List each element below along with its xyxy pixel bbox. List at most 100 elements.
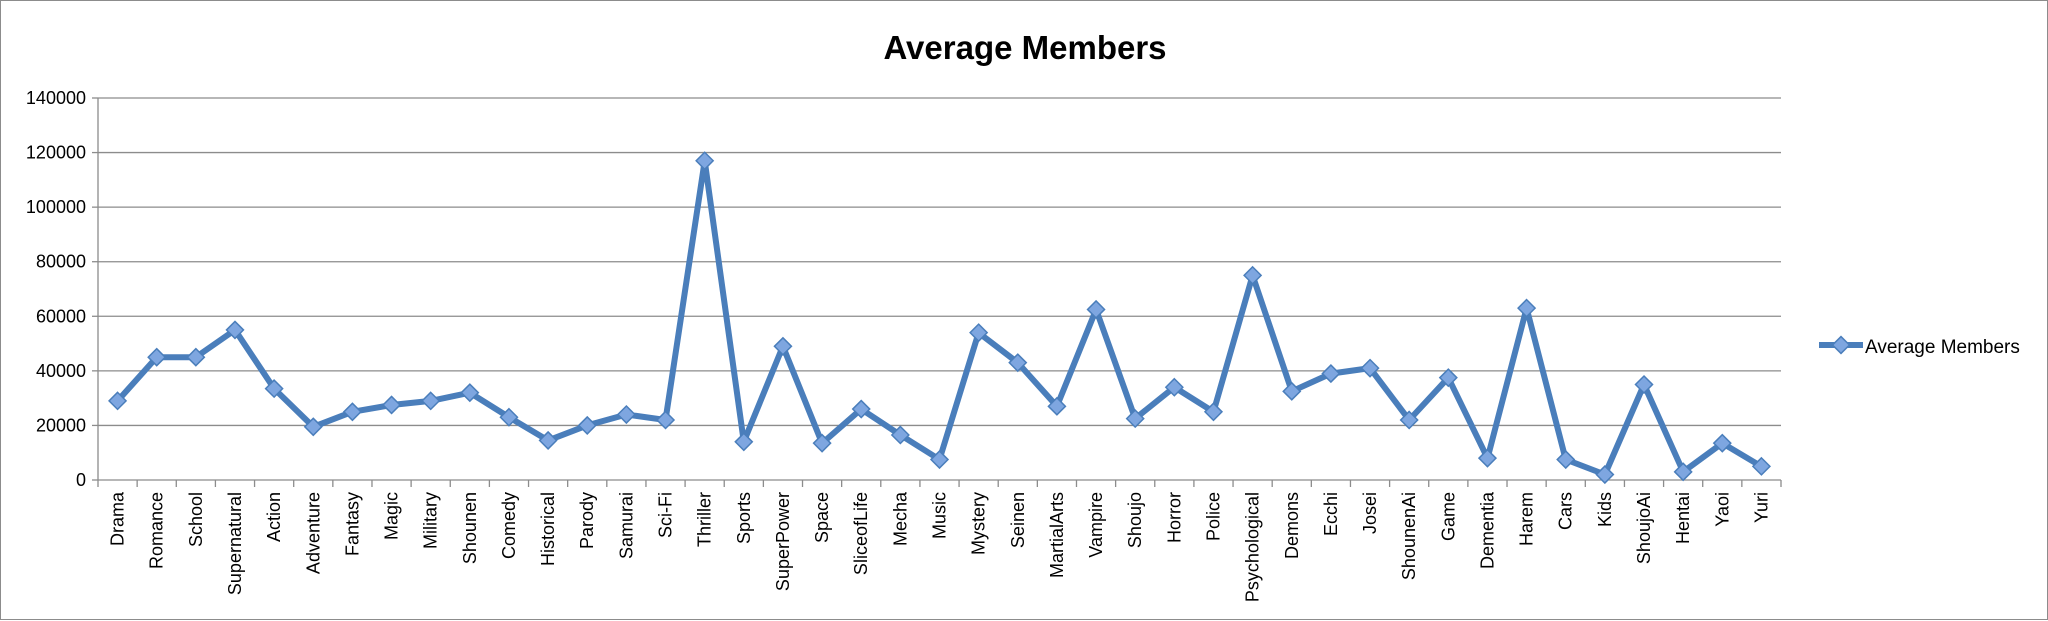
- data-point: [1164, 377, 1184, 397]
- x-tick-label: Adventure: [303, 492, 323, 574]
- data-point: [1282, 381, 1302, 401]
- y-tick-label: 80000: [36, 252, 86, 272]
- x-tick-label: MartialArts: [1047, 492, 1067, 578]
- x-tick-label: Vampire: [1086, 492, 1106, 558]
- data-point: [734, 432, 754, 452]
- x-tick-label: Kids: [1595, 492, 1615, 527]
- data-point: [1673, 462, 1693, 482]
- x-tick-label: Seinen: [1008, 492, 1028, 548]
- x-tick-label: Space: [812, 492, 832, 543]
- data-point: [1712, 433, 1732, 453]
- x-tick-label: Parody: [577, 492, 597, 549]
- legend: Average Members: [1819, 335, 2020, 358]
- x-tick-label: Supernatural: [225, 492, 245, 595]
- x-tick-label: Fantasy: [342, 492, 362, 556]
- x-tick-label: Thriller: [695, 492, 715, 547]
- data-point: [1243, 265, 1263, 285]
- x-tick-label: Music: [930, 492, 950, 539]
- x-tick-label: Ecchi: [1321, 492, 1341, 536]
- data-point: [186, 347, 206, 367]
- data-point: [499, 407, 519, 427]
- x-tick-label: Samurai: [616, 492, 636, 559]
- data-point: [1477, 448, 1498, 468]
- x-tick-label: Hentai: [1673, 492, 1693, 544]
- data-point: [108, 391, 128, 411]
- x-tick-label: Magic: [382, 492, 402, 540]
- series-line: [115, 157, 1763, 478]
- data-point: [538, 430, 558, 450]
- x-tick-label: Action: [264, 492, 284, 542]
- y-tick-label: 140000: [26, 88, 86, 108]
- legend-label: Average Members: [1865, 337, 2020, 358]
- data-point: [695, 151, 715, 171]
- legend-marker: [1831, 335, 1851, 355]
- data-point: [1595, 464, 1615, 485]
- data-point: [1008, 353, 1028, 373]
- data-point: [1360, 358, 1380, 378]
- data-point: [1047, 396, 1067, 416]
- x-tick-label: Cars: [1556, 492, 1576, 530]
- x-tick-label: ShoujoAi: [1634, 492, 1654, 564]
- x-tick-label: Dementia: [1477, 491, 1497, 569]
- data-point: [851, 399, 871, 419]
- data-point: [1751, 456, 1771, 476]
- x-tick-label: Shoujo: [1125, 492, 1145, 548]
- x-tick-label: SuperPower: [773, 492, 793, 591]
- x-tick-label: Josei: [1360, 492, 1380, 534]
- y-tick-label: 0: [76, 470, 86, 490]
- data-point: [1634, 374, 1654, 395]
- x-tick-label: Comedy: [499, 492, 519, 559]
- x-tick-label: Harem: [1517, 492, 1537, 546]
- y-tick-label: 120000: [26, 143, 86, 163]
- x-tick-label: Horror: [1164, 492, 1184, 543]
- x-tick-label: Shounen: [460, 492, 480, 564]
- x-axis: Drama Romance School Supernatural Action Adve…: [97, 479, 1782, 602]
- data-point: [1556, 449, 1576, 470]
- x-tick-label: Yaoi: [1712, 492, 1732, 527]
- y-tick-label: 60000: [36, 306, 86, 326]
- data-point: [890, 425, 910, 445]
- series-group: [108, 151, 1771, 485]
- x-tick-label: Yuri: [1751, 492, 1771, 523]
- x-tick-label: School: [186, 492, 206, 547]
- x-tick-label: Drama: [108, 491, 128, 546]
- data-point: [969, 323, 989, 343]
- data-point: [1203, 402, 1224, 422]
- data-point: [773, 336, 793, 356]
- y-axis: 0 20000 40000 60000 80000 100000 120000 140000: [26, 88, 99, 490]
- data-point: [381, 395, 402, 415]
- y-tick-label: 100000: [26, 197, 86, 217]
- data-point: [929, 449, 950, 470]
- data-point: [303, 417, 323, 437]
- data-point: [264, 379, 284, 399]
- x-tick-label: Mecha: [890, 491, 910, 546]
- gridlines: [98, 97, 1781, 427]
- chart-title: Average Members: [883, 29, 1166, 66]
- x-tick-label: Military: [421, 492, 441, 549]
- data-point: [1086, 299, 1106, 320]
- data-point: [421, 391, 441, 411]
- x-tick-label: Demons: [1282, 492, 1302, 559]
- x-tick-label: SliceofLife: [851, 492, 871, 575]
- x-tick-label: Historical: [538, 492, 558, 566]
- y-tick-label: 20000: [36, 415, 86, 435]
- data-point: [655, 410, 676, 430]
- data-point: [812, 433, 832, 453]
- x-tick-label: Mystery: [969, 492, 989, 555]
- data-point: [1517, 298, 1537, 318]
- y-tick-label: 40000: [36, 361, 86, 381]
- data-point: [1438, 368, 1458, 388]
- x-tick-label: Police: [1203, 492, 1223, 541]
- data-point: [1125, 409, 1145, 429]
- data-point: [147, 347, 167, 367]
- x-tick-label: Psychological: [1243, 492, 1263, 602]
- data-point: [577, 415, 597, 435]
- data-point: [460, 383, 480, 403]
- x-tick-label: Game: [1438, 492, 1458, 541]
- data-point: [342, 402, 362, 422]
- data-point: [225, 320, 245, 340]
- x-tick-label: ShounenAi: [1399, 492, 1419, 580]
- x-tick-label: Romance: [147, 492, 167, 569]
